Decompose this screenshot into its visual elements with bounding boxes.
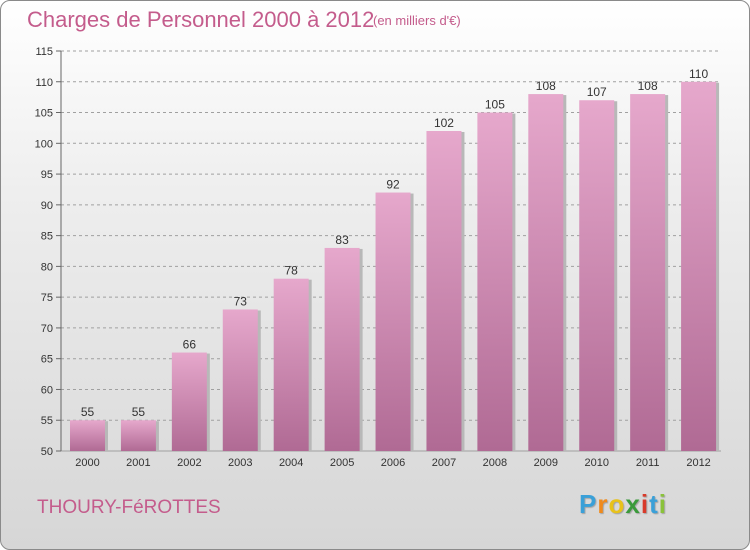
bar-value-label: 107: [587, 85, 607, 99]
bar-2003: [222, 309, 258, 451]
y-tick-label: 55: [41, 415, 53, 427]
logo-letter: r: [597, 489, 609, 519]
bar-value-label: 83: [335, 233, 349, 247]
y-tick-label: 95: [41, 169, 53, 181]
logo-letter: t: [649, 489, 659, 519]
logo-letter: i: [658, 489, 667, 519]
x-tick-label: 2010: [584, 457, 608, 469]
commune-name: THOURY-FéROTTES: [37, 497, 221, 518]
chart-title: Charges de Personnel 2000 à 2012: [27, 7, 375, 32]
x-tick-label: 2000: [75, 457, 99, 469]
bar-value-label: 66: [183, 338, 197, 352]
bar-value-label: 55: [81, 405, 95, 419]
bar-2010: [579, 100, 615, 451]
chart-subtitle: (en milliers d'€): [373, 13, 461, 28]
bar-2007: [426, 131, 462, 451]
bar-2008: [477, 112, 513, 452]
bar-value-label: 92: [386, 178, 400, 192]
x-tick-label: 2009: [534, 457, 558, 469]
x-tick-label: 2007: [432, 457, 456, 469]
logo-letter: i: [640, 489, 650, 519]
proxiti-logo[interactable]: Proxiti: [579, 489, 667, 520]
y-tick-label: 80: [41, 261, 53, 273]
y-tick-label: 75: [41, 292, 53, 304]
logo-letter: o: [608, 489, 626, 519]
bar-value-label: 110: [689, 67, 708, 81]
bar-2006: [375, 192, 411, 452]
bar-value-label: 108: [638, 79, 658, 93]
x-tick-label: 2011: [636, 457, 660, 469]
bar-2001: [120, 420, 156, 451]
bar-value-label: 108: [536, 79, 556, 93]
bar-value-label: 102: [434, 116, 454, 130]
y-tick-label: 50: [41, 446, 53, 458]
y-tick-label: 60: [41, 384, 53, 396]
bar-2011: [630, 94, 666, 452]
x-tick-label: 2005: [330, 457, 354, 469]
bar-value-label: 105: [485, 98, 505, 112]
logo-letter: P: [579, 489, 598, 519]
y-tick-label: 70: [41, 323, 53, 335]
bar-2012: [681, 81, 717, 452]
bar-2004: [273, 278, 309, 451]
y-tick-label: 65: [41, 354, 53, 366]
bar-2009: [528, 94, 564, 452]
logo-letter: x: [625, 489, 641, 519]
bar-value-label: 78: [285, 264, 299, 278]
y-tick-label: 85: [41, 231, 53, 243]
x-tick-label: 2001: [126, 457, 150, 469]
x-tick-label: 2004: [279, 457, 303, 469]
y-tick-label: 100: [35, 138, 53, 150]
x-tick-label: 2006: [381, 457, 405, 469]
bar-2002: [171, 352, 207, 451]
y-tick-label: 115: [35, 46, 53, 58]
x-tick-label: 2003: [228, 457, 252, 469]
x-tick-label: 2002: [177, 457, 201, 469]
y-tick-label: 110: [35, 77, 53, 89]
y-tick-label: 105: [35, 108, 53, 120]
bar-value-label: 55: [132, 405, 146, 419]
bar-2000: [70, 420, 105, 451]
y-tick-label: 90: [41, 200, 53, 212]
bar-2005: [324, 247, 360, 451]
x-tick-label: 2008: [483, 457, 507, 469]
bar-value-label: 73: [234, 294, 248, 308]
x-tick-label: 2012: [686, 457, 710, 469]
